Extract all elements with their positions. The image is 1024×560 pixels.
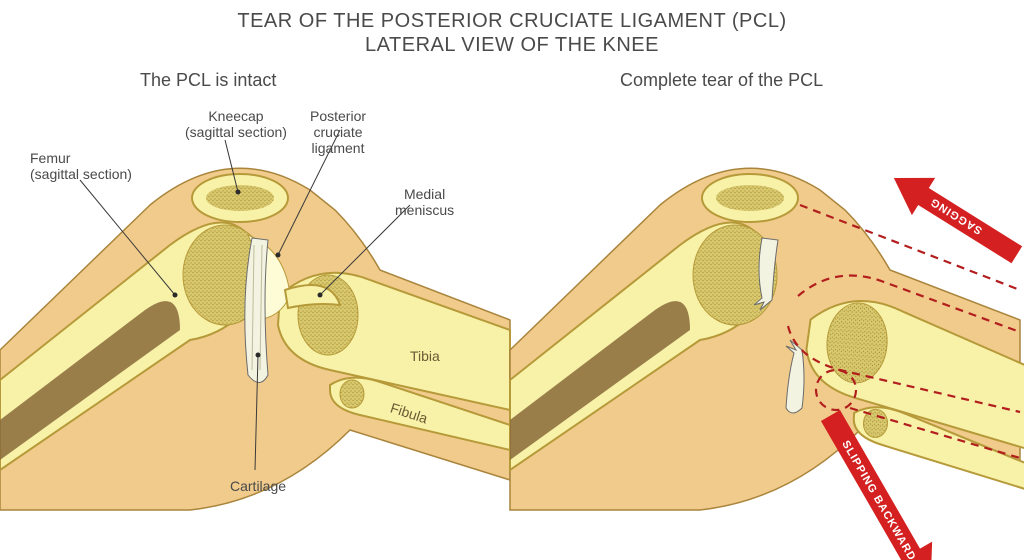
- arrow-sagging: SAGGING: [882, 159, 1024, 273]
- diagram-canvas: TEAR OF THE POSTERIOR CRUCIATE LIGAMENT …: [0, 0, 1024, 560]
- kneecap-r: [702, 174, 798, 222]
- arrow-slipping-text: SLIPPING BACKWARD: [839, 439, 918, 560]
- right-knee-svg: SAGGING SLIPPING BACKWARD: [0, 0, 1024, 560]
